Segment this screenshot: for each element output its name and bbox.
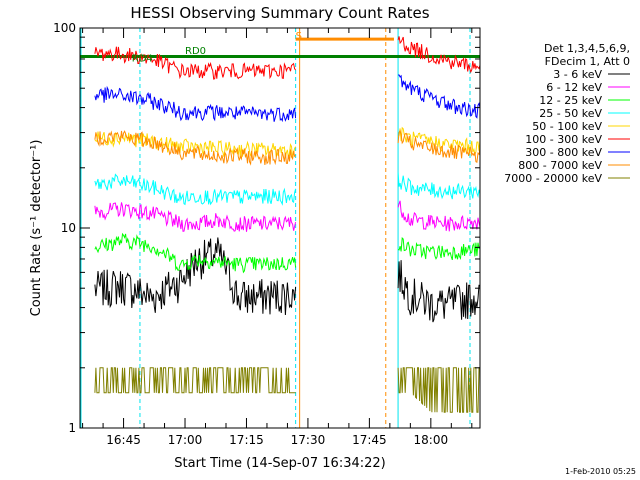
series-line: [397, 36, 480, 74]
legend-header: Det 1,3,4,5,6,9,: [544, 42, 630, 55]
legend-entry: 3 - 6 keV: [553, 68, 602, 81]
footer-date: 1-Feb-2010 05:25: [565, 467, 636, 476]
y-tick-label: 100: [53, 21, 76, 35]
legend-entry: 300 - 800 keV: [525, 146, 602, 159]
legend-entry: 12 - 25 keV: [539, 94, 602, 107]
series-line: [397, 129, 480, 163]
x-axis-label: Start Time (14-Sep-07 16:34:22): [174, 456, 385, 471]
series-line: [94, 131, 297, 159]
series-line: [397, 367, 480, 413]
legend-entry: 800 - 7000 keV: [518, 159, 602, 172]
x-tick-label: 17:30: [291, 433, 326, 447]
series-line: [397, 126, 480, 157]
series-line: [94, 367, 296, 394]
series-line: [94, 85, 297, 123]
x-tick-label: 17:00: [168, 433, 203, 447]
legend-entry: 6 - 12 keV: [546, 81, 602, 94]
y-axis-label: Count Rate (s⁻¹ detector⁻¹): [29, 140, 44, 317]
x-tick-label: 18:00: [414, 433, 449, 447]
series-line: [397, 172, 480, 200]
series-line: [94, 232, 297, 274]
series-line: [94, 46, 297, 80]
y-tick-label: 1: [68, 421, 76, 435]
legend-entry: 50 - 100 keV: [532, 120, 602, 133]
axes: 1 10 100 16:45 17:00 17:15 17:30 17:45 18:00: [53, 21, 481, 447]
series-line: [397, 200, 480, 232]
series-line: [94, 237, 297, 316]
series-line: [94, 202, 297, 232]
annotation-label: RD4: [132, 53, 153, 64]
series-line: [94, 130, 296, 166]
annotation-label: RD0: [185, 46, 206, 57]
x-tick-label: 17:45: [352, 433, 387, 447]
series-line: [397, 237, 480, 261]
series-line: [94, 173, 297, 206]
legend-entry: 100 - 300 keV: [525, 133, 602, 146]
x-tick-label: 17:15: [229, 433, 264, 447]
annotation-label: S: [296, 31, 302, 42]
series-line: [397, 260, 480, 323]
x-tick-label: 16:45: [106, 433, 141, 447]
legend-entry: 25 - 50 keV: [539, 107, 602, 120]
plot-area: RD4 RD0 S: [80, 28, 480, 428]
legend-entry: 7000 - 20000 keV: [504, 172, 602, 185]
y-tick-label: 10: [61, 221, 76, 235]
legend: Det 1,3,4,5,6,9,FDecim 1, Att 03 - 6 keV…: [504, 42, 630, 185]
series-line: [398, 74, 480, 119]
chart-title: HESSI Observing Summary Count Rates: [130, 4, 429, 22]
legend-header: FDecim 1, Att 0: [545, 55, 630, 68]
